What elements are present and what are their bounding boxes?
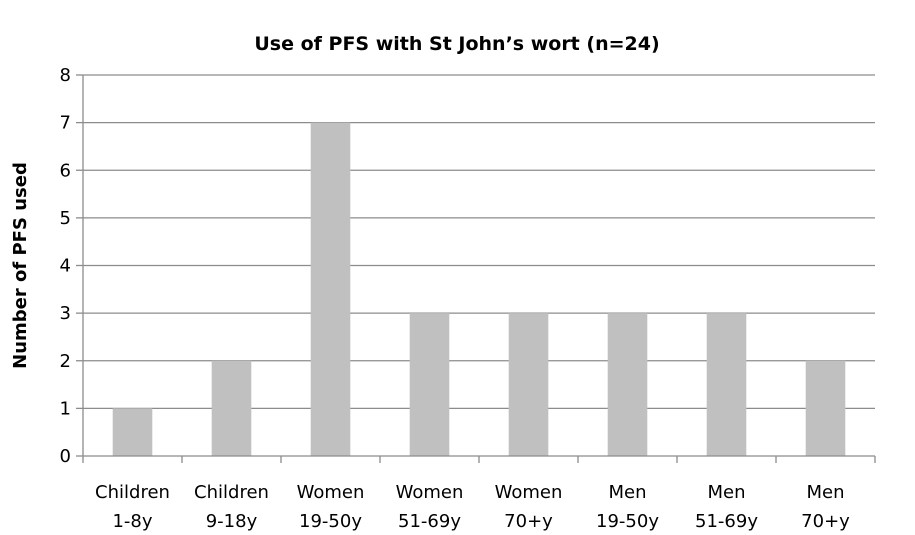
bar [310,122,351,456]
x-category-label: Women 19-50y [297,482,365,532]
x-category-label-line: 70+y [801,511,850,532]
y-tick-label: 3 [60,303,71,324]
x-category-label-line: 19-50y [299,511,362,532]
y-tick-labels: 0 1 2 3 4 5 6 7 8 [60,65,71,467]
axes [76,74,876,463]
bar [805,360,846,456]
y-tick-label: 0 [60,446,71,467]
x-category-label: Men 70+y [801,482,850,532]
x-category-label: Women 51-69y [396,482,464,532]
y-tick-label: 4 [60,256,71,277]
x-category-label-line: Women [297,482,365,503]
chart-title: Use of PFS with St John’s wort (n=24) [254,33,659,55]
y-tick-label: 8 [60,65,71,86]
bar [211,360,252,456]
x-category-label-line: Men [707,482,745,503]
gridlines [83,74,875,410]
bar [508,313,549,456]
x-category-label-line: 1-8y [112,511,152,532]
y-tick-label: 1 [60,398,71,419]
y-axis-title-group: Number of PFS used [10,162,31,369]
y-tick-label: 6 [60,160,71,181]
bar [706,313,747,456]
bars [112,122,846,456]
bar [112,408,153,456]
x-category-label-line: 51-69y [398,511,461,532]
x-category-label-line: Women [396,482,464,503]
bar [607,313,648,456]
x-category-label: Children 9-18y [194,482,269,532]
x-category-label: Men 51-69y [695,482,758,532]
x-category-label-line: Children [194,482,269,503]
y-tick-label: 7 [60,113,71,134]
y-tick-label: 5 [60,208,71,229]
bar [409,313,450,456]
x-category-label-line: 51-69y [695,511,758,532]
x-category-label-line: 9-18y [206,511,258,532]
x-category-label-line: 19-50y [596,511,659,532]
x-category-label: Men 19-50y [596,482,659,532]
x-category-label-line: Children [95,482,170,503]
x-category-label-line: Women [495,482,563,503]
y-tick-label: 2 [60,351,71,372]
x-category-label-line: 70+y [504,511,553,532]
x-category-label: Women 70+y [495,482,563,532]
x-category-label: Children 1-8y [95,482,170,532]
y-axis-title: Number of PFS used [10,162,31,369]
x-category-label-line: Men [806,482,844,503]
x-category-label-line: Men [608,482,646,503]
